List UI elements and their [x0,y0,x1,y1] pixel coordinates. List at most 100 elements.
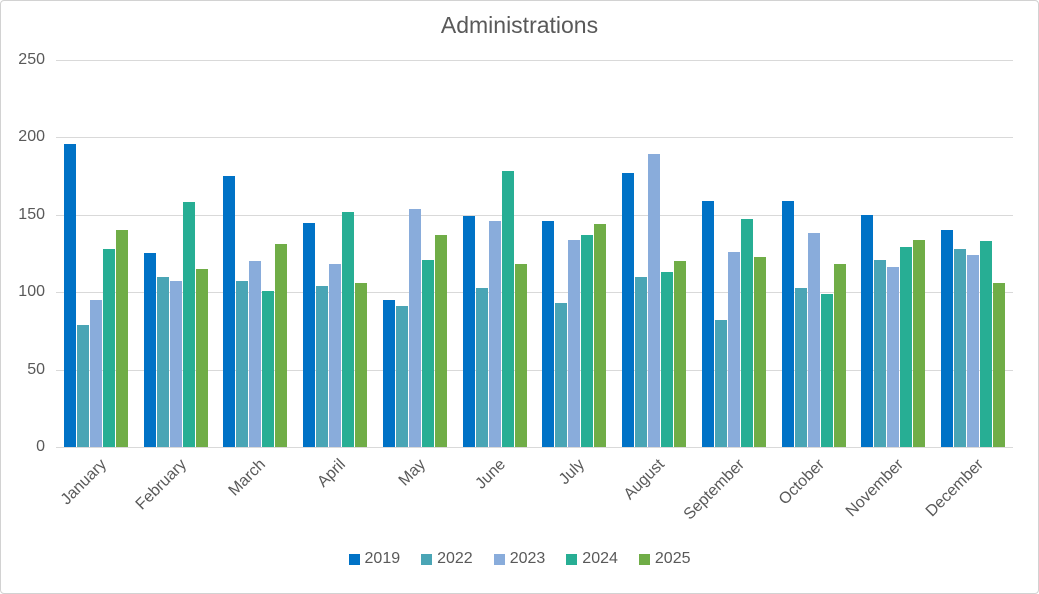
gridline-250 [56,60,1013,61]
bar-group-november [854,60,934,447]
bar-2025-february [195,269,208,447]
bar-group-june [455,60,535,447]
plot-area [56,60,1013,448]
bar-2024-january [102,249,115,447]
bar-2022-october [794,288,807,447]
bar-2022-february [156,277,169,447]
bar-2019-october [781,201,794,447]
bar-2024-september [740,219,753,447]
bar-2025-may [434,235,447,447]
bar-group-july [535,60,615,447]
bar-2019-november [861,215,874,447]
legend-item-2023[interactable]: 2023 [493,550,546,568]
legend-label-2024: 2024 [582,550,618,567]
bar-2025-march [275,244,288,447]
bar-2019-july [542,221,555,447]
bar-group-august [614,60,694,447]
legend-label-2023: 2023 [509,550,546,567]
legend-swatch-2024 [566,553,578,565]
y-tick-label-0: 0 [36,438,45,455]
chart-title: Administrations [440,12,599,38]
bar-group-may [375,60,455,447]
bar-2024-august [661,272,674,447]
bar-2019-august [622,173,635,447]
bar-2025-july [594,224,607,447]
bar-2019-december [941,230,954,447]
bar-2022-december [954,249,967,447]
bar-2024-june [501,171,514,447]
bar-group-april [295,60,375,447]
bar-2023-july [568,240,581,447]
y-tick-label-100: 100 [18,283,45,301]
bar-2023-may [408,209,421,447]
bar-2022-june [475,288,488,447]
bar-2019-march [223,176,236,447]
bar-2024-october [820,294,833,447]
bar-2022-september [714,320,727,447]
bar-2019-february [143,253,156,447]
legend-swatch-2025 [638,553,650,565]
bar-2025-january [115,230,128,447]
bar-2023-september [727,252,740,447]
bar-2019-june [462,216,475,447]
gridline-200 [56,137,1013,139]
bar-2022-august [635,277,648,447]
bar-2025-september [753,257,766,447]
bar-group-february [136,60,216,447]
gridline-0 [56,447,1013,448]
bar-2019-january [63,144,76,447]
bar-2023-february [169,281,182,447]
bar-group-march [216,60,296,447]
legend-item-2025[interactable]: 2025 [638,550,690,568]
bar-2024-november [900,247,913,447]
bar-2025-august [674,261,687,447]
bar-2019-september [701,201,714,447]
bar-group-january [56,60,136,447]
bar-2022-january [76,325,89,447]
bar-2023-april [329,264,342,447]
gridline-150 [56,214,1013,216]
y-tick-label-200: 200 [18,128,45,146]
bar-2023-june [488,221,501,447]
bar-2024-december [980,241,993,447]
gridline-100 [56,292,1013,294]
bar-2024-march [262,291,275,447]
bar-2023-december [967,255,980,447]
y-tick-label-150: 150 [18,205,45,223]
bar-group-december [933,60,1013,447]
legend-swatch-2023 [493,553,505,565]
gridline-50 [56,369,1013,371]
bar-2022-july [555,303,568,447]
bar-2022-march [236,281,249,447]
y-tick-label-250: 250 [18,51,45,68]
bar-2023-october [807,233,820,447]
bar-2023-january [89,300,102,447]
legend-label-2022: 2022 [437,550,473,567]
bar-2019-april [303,223,316,447]
legend-label-2019: 2019 [364,550,401,567]
bar-2019-may [382,300,395,447]
bar-2024-february [182,202,195,447]
bar-2025-april [355,283,368,447]
bar-2022-may [395,306,408,447]
bar-2025-june [514,264,527,447]
bar-2024-july [581,235,594,447]
bar-2025-november [913,240,926,447]
legend-item-2022[interactable]: 2022 [421,550,473,568]
bar-2025-december [993,283,1006,447]
legend-swatch-2022 [421,553,433,565]
y-tick-label-50: 50 [27,360,45,378]
legend-swatch-2019 [348,553,360,565]
legend-item-2019[interactable]: 2019 [348,550,401,568]
bar-2025-october [833,264,846,447]
chart-legend: 2019 2022 2023 2024 2025 [1,550,1038,568]
legend-item-2024[interactable]: 2024 [566,550,618,568]
bar-2024-may [421,260,434,447]
bar-2023-november [887,267,900,447]
bar-2023-march [249,261,262,447]
bar-2024-april [342,212,355,447]
bar-2022-april [316,286,329,447]
bar-2023-august [648,154,661,447]
bar-group-october [774,60,854,447]
